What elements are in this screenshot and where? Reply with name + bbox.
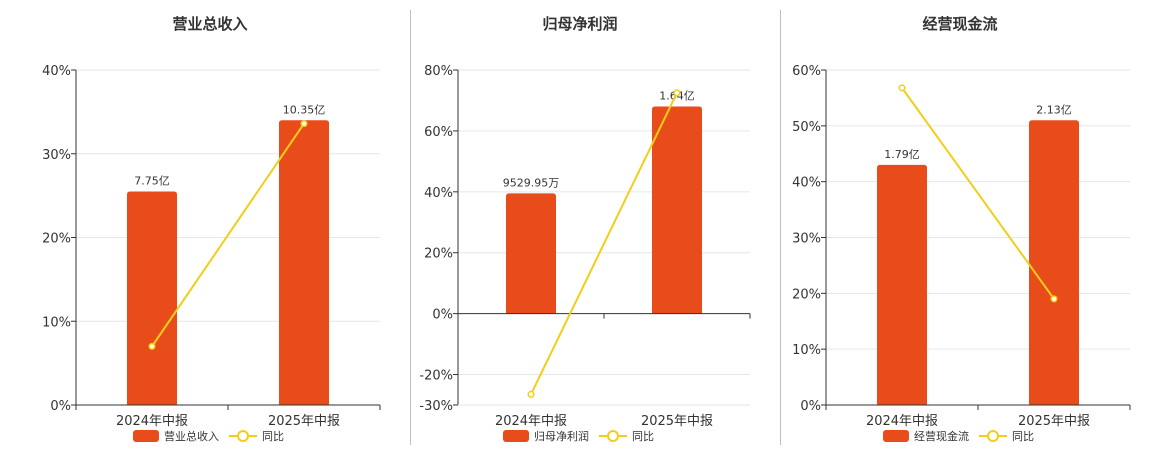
- legend-label: 营业总收入: [164, 429, 219, 443]
- bar: [1029, 120, 1079, 405]
- chart-title: 营业总收入: [172, 15, 247, 33]
- x-tick-label: 2025年中报: [1018, 414, 1090, 429]
- bar: [652, 106, 702, 314]
- data-label: 1.79亿: [884, 148, 920, 161]
- chart-panel-1: 营业总收入 0% 10% 20% 30% 40% 7.75亿 10.35亿 2024年中报 202…: [42, 15, 381, 443]
- legend-swatch-marker: [237, 430, 249, 442]
- legend-label: 归母净利润: [534, 429, 589, 443]
- x-tick-label: 2025年中报: [268, 414, 340, 429]
- yoy-point: [527, 390, 535, 398]
- y-tick-label: 60%: [424, 125, 453, 140]
- y-tick-label: 50%: [792, 120, 821, 135]
- data-label: 2.13亿: [1036, 103, 1072, 116]
- bar: [877, 164, 927, 405]
- legend-label: 经营现金流: [914, 429, 969, 443]
- legend-label: 同比: [1012, 430, 1034, 443]
- yoy-point: [673, 89, 681, 97]
- chart-title: 经营现金流: [922, 15, 997, 33]
- bar: [279, 120, 329, 405]
- y-tick-label: 0%: [800, 399, 821, 414]
- yoy-line: [151, 123, 305, 347]
- y-tick-label: 30%: [42, 148, 71, 163]
- y-tick-label: 10%: [42, 315, 71, 330]
- x-tick-label: 2025年中报: [641, 414, 713, 429]
- chart-panel-2: 归母净利润-30%-20%0%20%40%60%80%9529.95万1.64亿…: [419, 15, 751, 443]
- chart-panel-3: 经营现金流 0% 10% 20% 30% 40% 50% 60% 1.79亿 2.13亿 2024年…: [792, 15, 1131, 443]
- y-tick-label: 0%: [432, 308, 453, 323]
- legend-swatch-marker: [987, 430, 999, 442]
- y-tick-label: 20%: [792, 287, 821, 302]
- yoy-point: [1050, 295, 1058, 303]
- y-tick-label: 30%: [792, 232, 821, 247]
- y-tick-label: 60%: [792, 64, 821, 79]
- y-tick-label: 80%: [424, 64, 453, 79]
- yoy-point: [898, 84, 906, 92]
- chart-title: 归母净利润: [542, 15, 617, 33]
- data-label: 9529.95万: [503, 176, 560, 189]
- y-tick-label: -20%: [419, 369, 453, 384]
- legend-label: 同比: [632, 430, 654, 443]
- legend-swatch-bar: [133, 430, 159, 442]
- bar: [127, 191, 177, 405]
- x-tick-label: 2024年中报: [116, 414, 188, 429]
- yoy-point: [148, 342, 156, 350]
- yoy-line: [530, 92, 678, 395]
- y-tick-label: -30%: [419, 399, 453, 414]
- yoy-line: [901, 87, 1055, 300]
- y-tick-label: 40%: [792, 176, 821, 191]
- x-tick-label: 2024年中报: [495, 414, 567, 429]
- y-tick-label: 10%: [792, 343, 821, 358]
- y-tick-label: 20%: [424, 247, 453, 262]
- legend-label: 同比: [262, 430, 284, 443]
- data-label: 10.35亿: [283, 103, 326, 116]
- y-tick-label: 0%: [50, 399, 71, 414]
- legend-swatch-bar: [883, 430, 909, 442]
- data-label: 7.75亿: [134, 174, 170, 187]
- y-tick-label: 40%: [424, 186, 453, 201]
- y-tick-label: 20%: [42, 232, 71, 247]
- legend-swatch-bar: [503, 430, 529, 442]
- yoy-point: [300, 120, 308, 128]
- y-tick-label: 40%: [42, 64, 71, 79]
- x-tick-label: 2024年中报: [866, 414, 938, 429]
- bar: [506, 193, 556, 314]
- legend-swatch-marker: [607, 430, 619, 442]
